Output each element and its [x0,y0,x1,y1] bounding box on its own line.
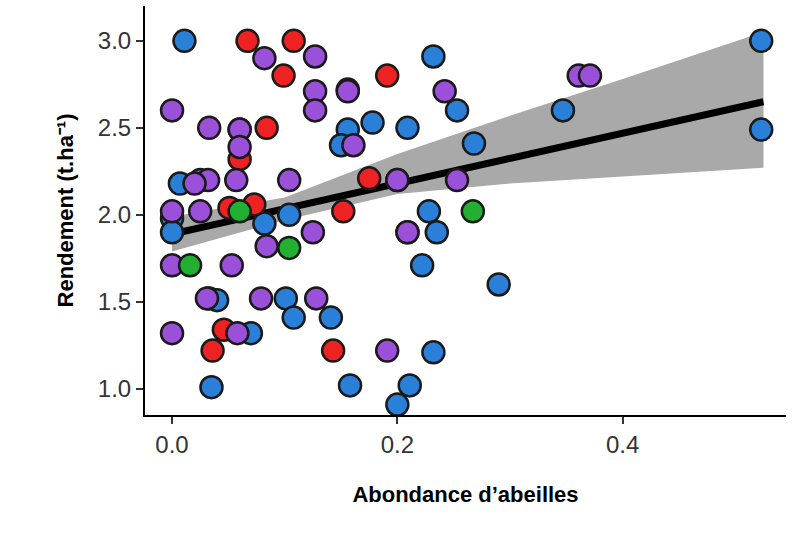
svg-text:2.5: 2.5 [98,114,131,141]
svg-text:Abondance d’abeilles: Abondance d’abeilles [352,482,578,507]
svg-text:3.0: 3.0 [98,27,131,54]
svg-text:0.2: 0.2 [381,431,414,458]
svg-text:2.0: 2.0 [98,201,131,228]
svg-text:1.0: 1.0 [98,375,131,402]
svg-text:Rendement (t.ha⁻¹): Rendement (t.ha⁻¹) [53,113,78,307]
svg-text:0.0: 0.0 [155,431,188,458]
svg-text:1.5: 1.5 [98,288,131,315]
svg-text:0.4: 0.4 [606,431,639,458]
